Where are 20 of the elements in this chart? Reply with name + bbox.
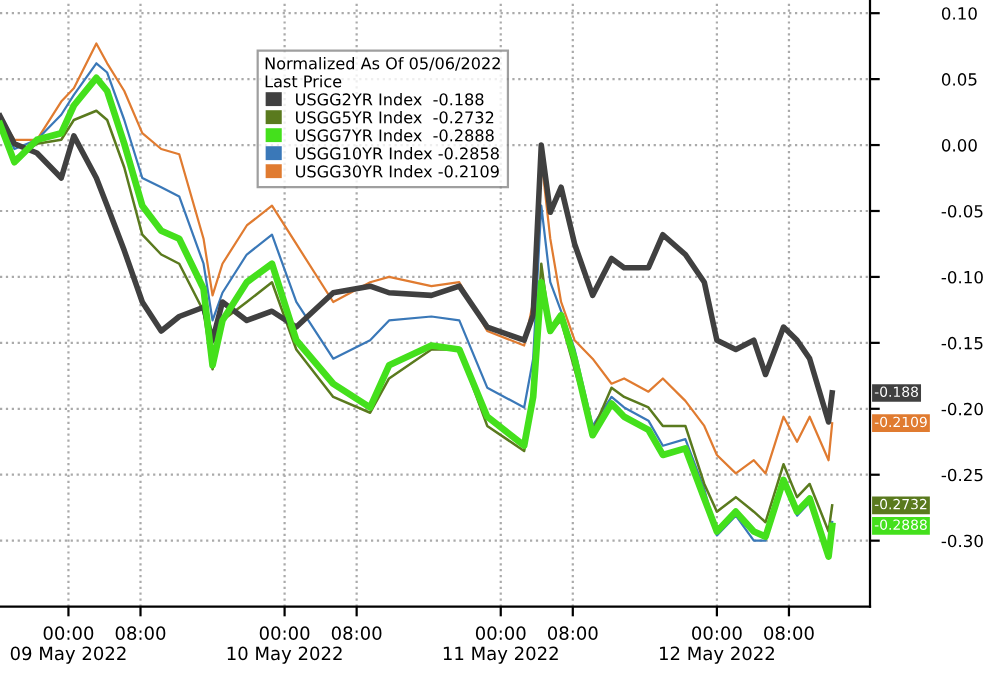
legend-label: USGG2YR Index -0.188 (296, 93, 484, 106)
y-tick-label: 0.00 (941, 139, 977, 152)
y-tick-label: -0.30 (941, 534, 983, 548)
y-tick-label: 0.10 (941, 7, 977, 20)
y-tick-label: -0.10 (941, 270, 983, 284)
legend-label: USGG5YR Index -0.2732 (296, 111, 494, 124)
legend-label: USGG10YR Index -0.2858 (296, 147, 499, 160)
legend-label: USGG7YR Index -0.2888 (296, 129, 494, 142)
line-series (0, 113, 835, 425)
x-tick-label: 08:00 (547, 626, 598, 641)
y-tick-label: -0.05 (941, 204, 983, 218)
y-tick-label: -0.25 (941, 468, 983, 482)
x-tick-label: 08:00 (115, 626, 166, 641)
x-tick-label: 08:00 (764, 626, 814, 641)
y-tick-label: -0.20 (941, 402, 983, 416)
x-tick-label: 08:00 (331, 626, 382, 641)
y-tick-label: 0.05 (941, 73, 977, 86)
y-tick-label: -0.15 (941, 336, 983, 350)
legend-label: USGG30YR Index -0.2109 (296, 165, 499, 178)
legend-title: Normalized As Of 05/06/2022 Last Price (265, 56, 500, 88)
